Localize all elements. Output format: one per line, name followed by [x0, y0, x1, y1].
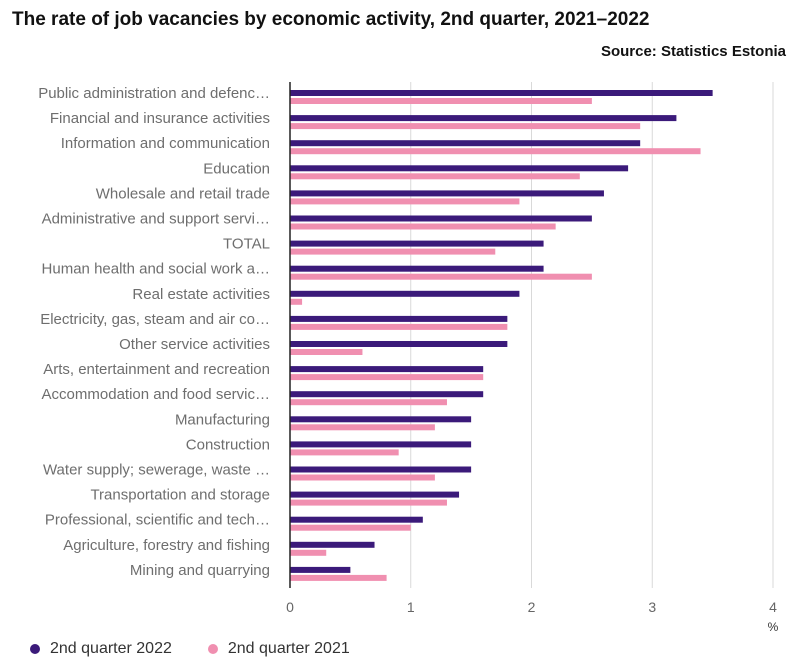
- legend-label-2021: 2nd quarter 2021: [227, 640, 350, 657]
- category-label: Accommodation and food servic…: [42, 386, 270, 403]
- bar-2021: [290, 424, 435, 431]
- bar-2022: [290, 165, 629, 172]
- category-label: Administrative and support servi…: [42, 211, 270, 228]
- bar-2021: [290, 273, 592, 280]
- bar-2022: [290, 366, 484, 373]
- bar-2021: [290, 98, 592, 104]
- category-label: Professional, scientific and tech…: [45, 512, 270, 529]
- bar-2022: [290, 215, 592, 222]
- bar-2021: [290, 223, 556, 230]
- bar-2021: [290, 524, 411, 531]
- legend: 2nd quarter 2022 2nd quarter 2021: [30, 640, 350, 658]
- category-label: Wholesale and retail trade: [96, 185, 270, 202]
- bar-2021: [290, 349, 363, 355]
- bar-2021: [290, 323, 508, 330]
- category-label: Real estate activities: [132, 286, 270, 303]
- category-label: Education: [203, 160, 270, 177]
- legend-label-2022: 2nd quarter 2022: [50, 640, 172, 657]
- bar-2022: [290, 290, 520, 297]
- x-tick-label: 4: [769, 599, 777, 615]
- category-label: Public administration and defenc…: [38, 85, 270, 102]
- bar-2022: [290, 265, 544, 272]
- bar-2022: [290, 491, 460, 498]
- chart-title: The rate of job vacancies by economic ac…: [12, 9, 650, 30]
- category-label: Arts, entertainment and recreation: [43, 361, 270, 378]
- bar-2021: [290, 474, 435, 481]
- category-label: Information and communication: [61, 135, 270, 152]
- bar-2022: [290, 466, 472, 473]
- category-label: Electricity, gas, steam and air co…: [40, 311, 270, 328]
- category-label: Other service activities: [119, 336, 270, 353]
- bar-2021: [290, 549, 327, 556]
- category-label: Agriculture, forestry and fishing: [63, 537, 270, 554]
- bar-chart: 0 1 2 3 4% Public administration and defenc… F…: [38, 82, 779, 634]
- chart-source: Source: Statistics Estonia: [600, 43, 786, 60]
- bar-2021: [290, 499, 447, 506]
- bar-2021: [290, 298, 303, 305]
- bar-2022: [290, 115, 677, 122]
- bar-2021: [290, 574, 387, 581]
- category-label: Transportation and storage: [90, 487, 270, 504]
- bar-2022: [290, 516, 423, 523]
- bar-2022: [290, 566, 351, 573]
- x-tick-label: 0: [286, 599, 294, 615]
- category-label: Human health and social work a…: [42, 261, 270, 278]
- x-tick-label: 1: [407, 599, 415, 615]
- bar-2021: [290, 148, 701, 155]
- category-label: TOTAL: [223, 236, 270, 253]
- bar-2021: [290, 198, 520, 205]
- bar-2022: [290, 315, 508, 322]
- category-label: Mining and quarrying: [130, 562, 270, 579]
- bar-2022: [290, 190, 604, 197]
- bar-2021: [290, 449, 399, 456]
- bar-2022: [290, 341, 508, 347]
- x-tick-label: 2: [528, 599, 536, 615]
- bar-2022: [290, 240, 544, 247]
- legend-item-2021[interactable]: 2nd quarter 2021: [207, 640, 350, 658]
- bar-2021: [290, 173, 580, 180]
- bar-2022: [290, 416, 472, 423]
- bar-2021: [290, 248, 496, 255]
- x-axis-unit: %: [768, 620, 779, 634]
- bar-2022: [290, 541, 375, 548]
- category-label: Financial and insurance activities: [50, 110, 270, 127]
- legend-marker-2022: [30, 644, 40, 654]
- bar-2021: [290, 399, 447, 406]
- category-label: Water supply; sewerage, waste …: [43, 462, 270, 479]
- bar-2022: [290, 90, 713, 96]
- bar-2022: [290, 441, 472, 448]
- bar-2022: [290, 140, 641, 147]
- legend-item-2022[interactable]: 2nd quarter 2022: [30, 640, 172, 658]
- x-tick-label: 3: [648, 599, 656, 615]
- bar-2021: [290, 374, 484, 381]
- category-label: Construction: [186, 436, 270, 453]
- bar-2022: [290, 391, 484, 398]
- bar-2021: [290, 123, 641, 130]
- category-label: Manufacturing: [175, 411, 270, 428]
- legend-marker-2021: [207, 644, 218, 654]
